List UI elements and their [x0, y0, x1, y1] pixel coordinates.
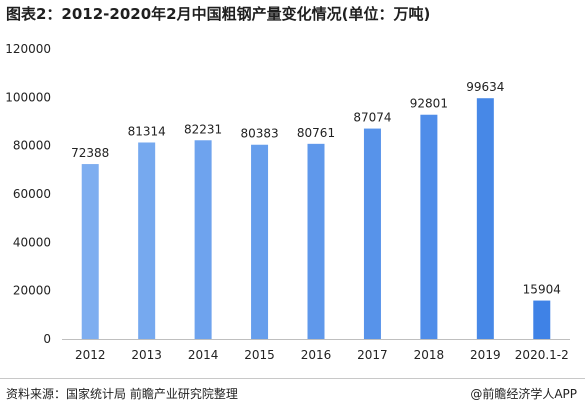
y-axis: 0 20000 40000 60000 80000 100000 120000 — [5, 42, 51, 346]
brand-credit: @前瞻经济学人APP — [470, 387, 577, 401]
x-tick-label: 2015 — [244, 348, 275, 362]
y-tick-label: 0 — [43, 332, 51, 346]
bar — [194, 140, 212, 339]
bar — [533, 300, 551, 339]
data-label: 87074 — [353, 111, 391, 125]
source-note: 资料来源：国家统计局 前瞻产业研究院整理 — [6, 387, 238, 401]
data-labels: 72388 81314 82231 80383 80761 87074 92801 99634… — [71, 80, 561, 296]
bar — [138, 142, 156, 339]
data-label: 92801 — [410, 97, 448, 111]
data-label: 81314 — [128, 124, 166, 138]
bar — [81, 164, 99, 339]
data-label: 15904 — [523, 283, 561, 297]
x-tick-label: 2020.1-2 — [515, 348, 569, 362]
bar-chart: 0 20000 40000 60000 80000 100000 120000 72388 8… — [5, 42, 570, 362]
data-label: 80761 — [297, 126, 335, 140]
x-tick-label: 2012 — [75, 348, 106, 362]
x-tick-label: 2014 — [188, 348, 219, 362]
x-tick-label: 2018 — [414, 348, 445, 362]
x-tick-label: 2019 — [470, 348, 501, 362]
data-label: 72388 — [71, 146, 109, 160]
x-axis: 2012 2013 2014 2015 2016 2017 2018 2019 2020.1-2 — [62, 339, 570, 362]
y-tick-label: 80000 — [13, 139, 51, 153]
bar — [476, 98, 494, 339]
y-tick-label: 60000 — [13, 187, 51, 201]
chart-title: 图表2：2012-2020年2月中国粗钢产量变化情况(单位：万吨) — [6, 5, 431, 23]
bar — [307, 143, 325, 339]
y-tick-label: 120000 — [5, 42, 51, 56]
bar — [363, 128, 381, 339]
bars — [81, 98, 551, 339]
data-label: 80383 — [240, 127, 278, 141]
x-tick-label: 2016 — [301, 348, 332, 362]
data-label: 99634 — [466, 80, 504, 94]
y-tick-label: 40000 — [13, 235, 51, 249]
y-tick-label: 100000 — [5, 90, 51, 104]
data-label: 82231 — [184, 122, 222, 136]
y-tick-label: 20000 — [13, 284, 51, 298]
x-tick-label: 2013 — [131, 348, 162, 362]
x-tick-label: 2017 — [357, 348, 388, 362]
footer-divider — [0, 378, 585, 379]
bar — [251, 144, 269, 339]
bar — [420, 114, 438, 339]
